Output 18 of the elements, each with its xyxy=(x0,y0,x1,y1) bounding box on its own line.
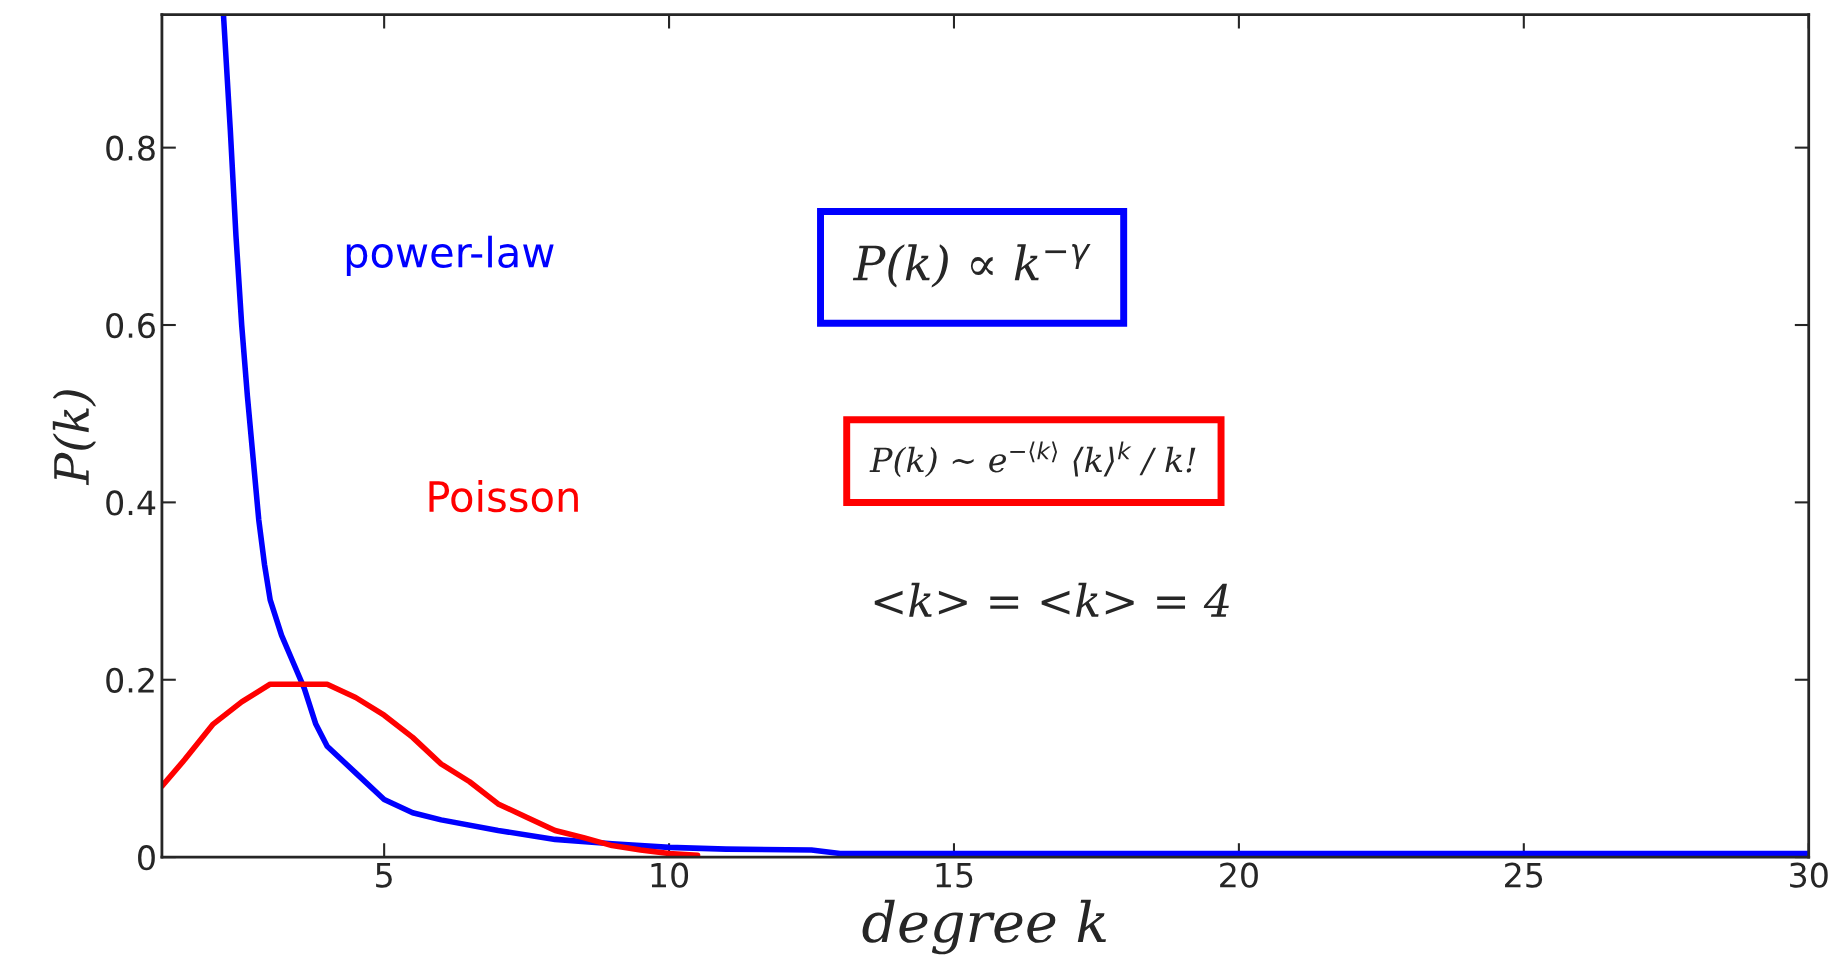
y-tick-label: 0 xyxy=(138,845,155,871)
y-axis-title: P(k) xyxy=(52,390,97,486)
text: Poisson xyxy=(429,480,578,513)
x-tick-label: 10 xyxy=(651,862,689,888)
y-tick-label: 0.2 xyxy=(106,667,154,693)
y-tick-label: 0.8 xyxy=(106,135,155,161)
y-tick-label: 0.4 xyxy=(106,490,156,516)
annotation: <k> = <k> = 4 xyxy=(874,582,1229,617)
x-axis-title: degree k xyxy=(862,899,1106,955)
y-tick-label: 0.6 xyxy=(106,312,155,339)
x-tick-label: 20 xyxy=(1220,862,1258,888)
annotation: P(k) ∼ e$^{−⟨k⟩}$ ⟨k⟩$^{k}$ / k! xyxy=(869,441,1196,478)
x-tick-label: 30 xyxy=(1790,862,1828,888)
annotation: P(k) ∝ k$^{−γ}$ xyxy=(852,244,1091,288)
x-tick-label: 25 xyxy=(1505,862,1543,888)
text: power-law xyxy=(346,235,554,277)
x-tick-label: 5 xyxy=(376,863,392,888)
x-tick-label: 15 xyxy=(936,863,973,888)
